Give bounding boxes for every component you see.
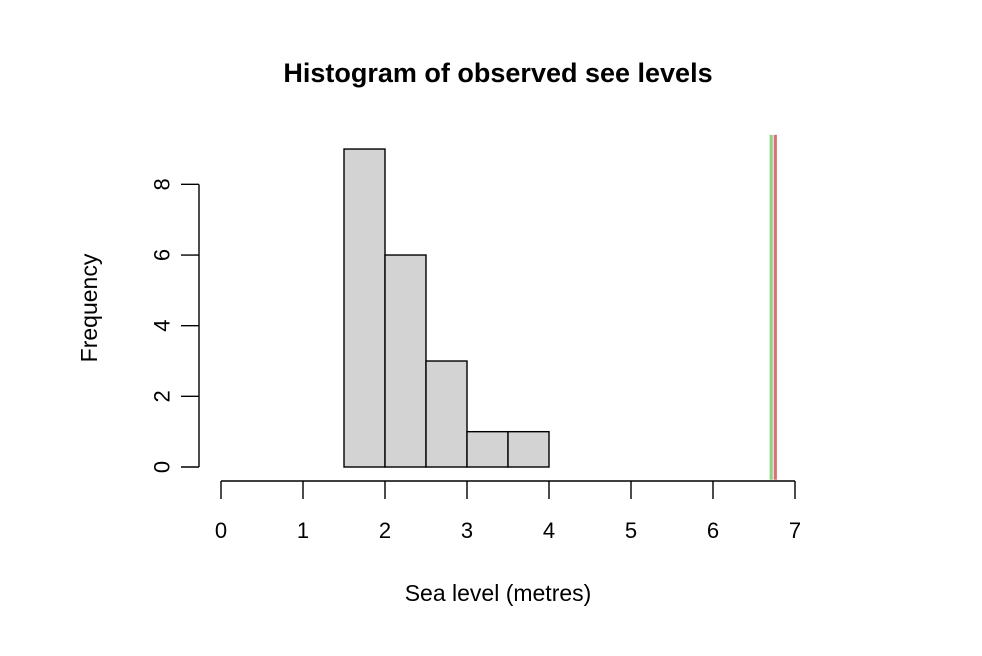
x-tick-label: 3 bbox=[461, 518, 473, 543]
y-tick-label: 0 bbox=[150, 461, 175, 473]
x-tick-label: 6 bbox=[707, 518, 719, 543]
chart-title: Histogram of observed see levels bbox=[283, 58, 712, 88]
y-tick-label: 2 bbox=[150, 390, 175, 402]
histogram-bar-5 bbox=[508, 432, 549, 467]
y-axis: 0 2 4 6 8 bbox=[150, 178, 199, 473]
x-tick-label: 5 bbox=[625, 518, 637, 543]
x-tick-label: 2 bbox=[379, 518, 391, 543]
x-tick-label: 0 bbox=[215, 518, 227, 543]
histogram-bar-3 bbox=[426, 361, 467, 467]
histogram-bar-1 bbox=[344, 149, 385, 467]
histogram-bar-2 bbox=[385, 255, 426, 467]
y-tick-label: 6 bbox=[150, 249, 175, 261]
x-axis: 0 1 2 3 4 5 6 7 bbox=[215, 481, 801, 543]
y-axis-label: Frequency bbox=[76, 253, 102, 362]
x-axis-label: Sea level (metres) bbox=[405, 580, 592, 606]
histogram-bar-4 bbox=[467, 432, 508, 467]
bars-layer bbox=[344, 149, 549, 467]
y-tick-label: 4 bbox=[150, 320, 175, 332]
reference-lines-layer bbox=[771, 135, 775, 480]
x-tick-label: 4 bbox=[543, 518, 555, 543]
x-tick-label: 1 bbox=[297, 518, 309, 543]
x-tick-label: 7 bbox=[789, 518, 801, 543]
y-tick-label: 8 bbox=[150, 178, 175, 190]
